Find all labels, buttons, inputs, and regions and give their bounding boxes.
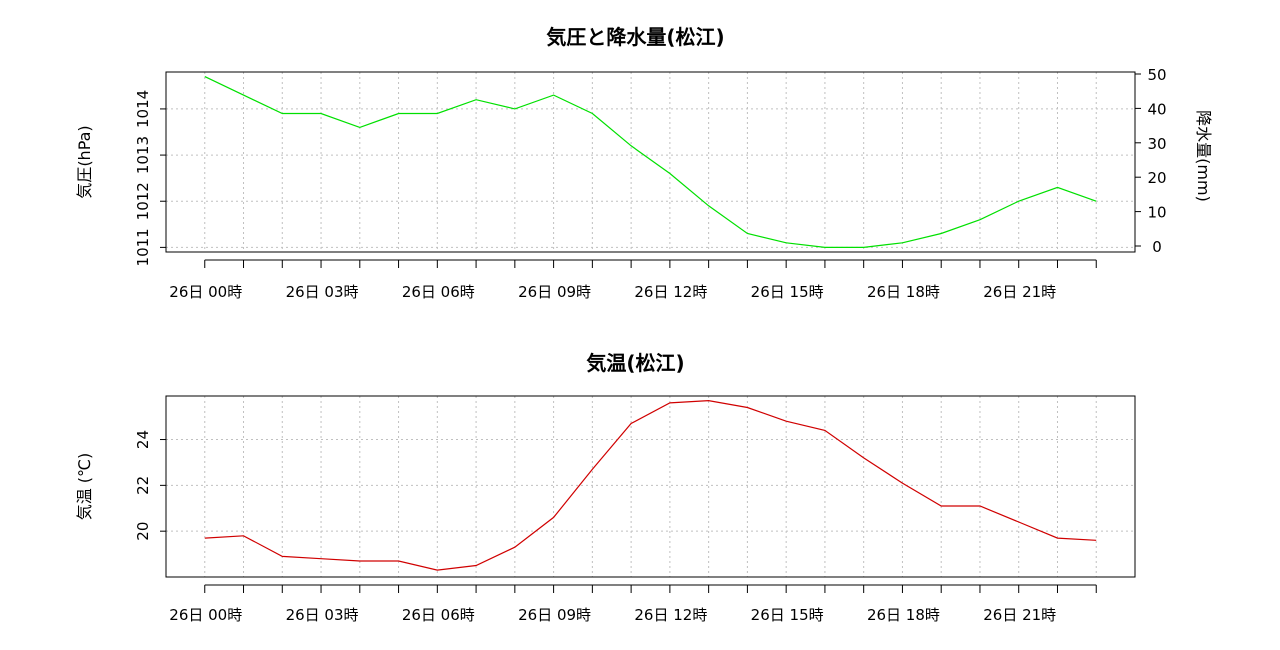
temperature-chart-frame — [165, 395, 1136, 578]
pressure-chart-xtick-label: 26日 00時 — [169, 283, 242, 301]
pressure-chart-series-line — [204, 76, 1097, 248]
temperature-chart-xtick-label: 26日 18時 — [867, 606, 940, 624]
temperature-chart-xtick-label: 26日 09時 — [518, 606, 591, 624]
temperature-chart-series-line — [204, 399, 1097, 571]
temperature-chart-ytick-label: 20 — [134, 522, 152, 541]
pressure-chart-y2tick-label: 20 — [1147, 169, 1166, 187]
temperature-chart-xtick-label: 26日 15時 — [751, 606, 824, 624]
pressure-chart-xtick-label: 26日 15時 — [751, 283, 824, 301]
pressure-chart-ytick-label: 1012 — [134, 182, 152, 220]
temperature-chart-xtick-label: 26日 00時 — [169, 606, 242, 624]
temperature-chart-ytick-label: 24 — [134, 430, 152, 449]
temperature-chart-xtick-label: 26日 03時 — [286, 606, 359, 624]
temperature-chart-xtick-label: 26日 12時 — [634, 606, 707, 624]
temperature-chart-xtick-label: 26日 06時 — [402, 606, 475, 624]
temperature-chart-xtick-label: 26日 21時 — [983, 606, 1056, 624]
pressure-chart-xtick-label: 26日 03時 — [286, 283, 359, 301]
pressure-chart-y2tick-label: 50 — [1147, 66, 1166, 84]
temperature-chart-title: 気温(松江) — [586, 351, 684, 375]
pressure-chart-ytick-label: 1013 — [134, 136, 152, 174]
pressure-chart-y2tick-label: 10 — [1147, 204, 1166, 222]
temperature-chart-ylabel: 気温 (℃) — [75, 453, 94, 521]
pressure-chart-y2tick-label: 40 — [1147, 100, 1166, 118]
temperature-chart-ytick-label: 22 — [134, 476, 152, 495]
pressure-chart-xtick-label: 26日 06時 — [402, 283, 475, 301]
pressure-chart-y2tick-label: 0 — [1152, 238, 1162, 256]
pressure-chart-ylabel: 気圧(hPa) — [75, 125, 94, 198]
pressure-chart-title: 気圧と降水量(松江) — [546, 25, 724, 49]
pressure-chart-y2tick-label: 30 — [1147, 135, 1166, 153]
pressure-chart-xtick-label: 26日 18時 — [867, 283, 940, 301]
pressure-chart-xtick-label: 26日 21時 — [983, 283, 1056, 301]
pressure-chart-y2label: 降水量(mm) — [1194, 110, 1213, 202]
pressure-chart-xtick-label: 26日 09時 — [518, 283, 591, 301]
pressure-chart-xtick-label: 26日 12時 — [634, 283, 707, 301]
pressure-chart-ytick-label: 1011 — [134, 228, 152, 266]
pressure-chart-ytick-label: 1014 — [134, 90, 152, 128]
pressure-chart-frame — [165, 71, 1136, 253]
